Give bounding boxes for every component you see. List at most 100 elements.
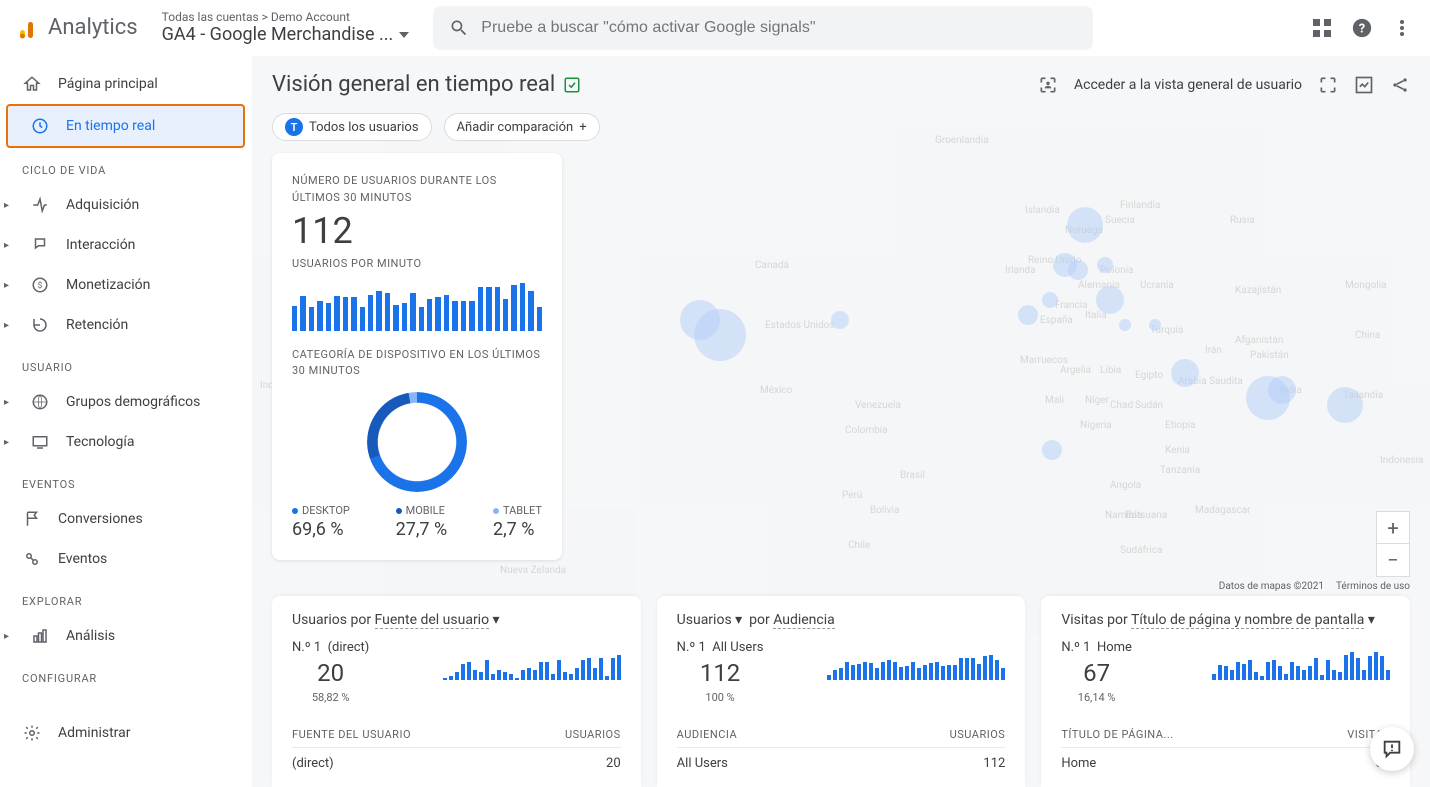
section-configure: CONFIGURAR — [0, 656, 251, 693]
verified-icon — [563, 76, 581, 94]
map-terms-link[interactable]: Términos de uso — [1336, 581, 1410, 592]
metric-pct: 16,14 % — [1061, 691, 1132, 704]
engagement-icon — [30, 235, 50, 255]
nav-events[interactable]: Eventos — [0, 539, 251, 579]
chevron-right-icon: ▸ — [4, 320, 14, 331]
feedback-fab[interactable] — [1370, 727, 1414, 771]
breadcrumb: Todas las cuentas > Demo Account — [162, 10, 410, 24]
section-events: EVENTOS — [0, 462, 251, 499]
search-input[interactable] — [481, 19, 1077, 37]
users-per-minute-label: USUARIOS POR MINUTO — [292, 256, 542, 273]
users-30min-label: NÚMERO DE USUARIOS DURANTE LOS ÚLTIMOS 3… — [292, 173, 542, 206]
search-bar[interactable] — [433, 6, 1093, 50]
metric-title[interactable]: Visitas por Título de página y nombre de… — [1061, 612, 1390, 628]
metric-sparkline — [827, 640, 1005, 680]
gear-icon — [22, 723, 42, 743]
metric-sparkline — [443, 640, 621, 680]
logo-text: Analytics — [48, 15, 138, 40]
zoom-in-button[interactable]: + — [1377, 512, 1409, 544]
table-row[interactable]: (direct)20 — [292, 748, 621, 779]
page-title: Visión general en tiempo real — [272, 72, 581, 97]
property-name: GA4 - Google Merchandise ... — [162, 24, 410, 45]
nav-conversions[interactable]: Conversiones — [0, 499, 251, 539]
analysis-icon — [30, 626, 50, 646]
nav-analysis[interactable]: ▸Análisis — [0, 616, 251, 656]
device-donut-chart — [367, 392, 467, 492]
chip-badge: T — [285, 118, 303, 136]
table-col1: TÍTULO DE PÁGINA... — [1061, 728, 1173, 741]
device-col: MOBILE27,7 % — [396, 504, 448, 540]
search-icon — [449, 18, 469, 38]
metric-number: 20 — [292, 659, 369, 687]
nav-acquisition[interactable]: ▸Adquisición — [0, 185, 251, 225]
metric-rank: N.º 1 All Users — [677, 640, 764, 655]
chevron-right-icon: ▸ — [4, 240, 14, 251]
table-row[interactable]: Home67 — [1061, 748, 1390, 779]
metric-rank: N.º 1 Home — [1061, 640, 1132, 655]
metric-number: 112 — [677, 659, 764, 687]
add-comparison-chip[interactable]: Añadir comparación + — [444, 113, 600, 141]
device-col: DESKTOP69,6 % — [292, 504, 350, 540]
device-col: TABLET2,7 % — [493, 504, 542, 540]
table-col1: AUDIENCIA — [677, 728, 737, 741]
map-attribution: Datos de mapas ©2021 — [1219, 581, 1324, 592]
home-icon — [22, 74, 42, 94]
svg-text:?: ? — [1359, 21, 1365, 36]
metric-sparkline — [1212, 640, 1390, 680]
demographics-icon — [30, 392, 50, 412]
section-user: USUARIO — [0, 345, 251, 382]
nav-retention[interactable]: ▸Retención — [0, 305, 251, 345]
sidebar: Página principal En tiempo real CICLO DE… — [0, 56, 252, 787]
nav-monetization[interactable]: ▸$Monetización — [0, 265, 251, 305]
more-icon[interactable] — [1390, 16, 1414, 40]
metric-card: Usuarios por Fuente del usuario ▾ N.º 1 … — [272, 596, 641, 787]
help-icon[interactable]: ? — [1350, 16, 1374, 40]
chevron-right-icon: ▸ — [4, 437, 14, 448]
nav-engagement[interactable]: ▸Interacción — [0, 225, 251, 265]
tech-icon — [30, 432, 50, 452]
events-icon — [22, 549, 42, 569]
table-row[interactable]: All Users112 — [677, 748, 1006, 779]
monetization-icon: $ — [30, 275, 50, 295]
section-explore: EXPLORAR — [0, 579, 251, 616]
map-zoom-controls: + − — [1376, 511, 1410, 577]
metric-card: Usuarios ▾ por Audiencia N.º 1 All Users… — [657, 596, 1026, 787]
chevron-down-icon — [399, 32, 409, 38]
metric-rank: N.º 1 (direct) — [292, 640, 369, 655]
metric-pct: 58,82 % — [292, 691, 369, 704]
nav-admin[interactable]: Administrar — [0, 713, 251, 753]
chevron-right-icon: ▸ — [4, 631, 14, 642]
fullscreen-icon[interactable] — [1318, 75, 1338, 95]
metric-number: 67 — [1061, 659, 1132, 687]
logo[interactable]: Analytics — [16, 15, 138, 40]
clock-icon — [30, 116, 50, 136]
chevron-right-icon: ▸ — [4, 397, 14, 408]
chevron-right-icon: ▸ — [4, 200, 14, 211]
user-view-link[interactable]: Acceder a la vista general de usuario — [1074, 77, 1302, 93]
metric-title[interactable]: Usuarios ▾ por Audiencia — [677, 612, 1006, 628]
nav-tech[interactable]: ▸Tecnología — [0, 422, 251, 462]
chevron-right-icon: ▸ — [4, 280, 14, 291]
retention-icon — [30, 315, 50, 335]
account-selector[interactable]: Todas las cuentas > Demo Account GA4 - G… — [162, 10, 410, 45]
insights-icon[interactable] — [1354, 75, 1374, 95]
analytics-logo-icon — [16, 16, 40, 40]
focus-icon[interactable] — [1038, 75, 1058, 95]
flag-icon — [22, 509, 42, 529]
acquisition-icon — [30, 195, 50, 215]
users-card: NÚMERO DE USUARIOS DURANTE LOS ÚLTIMOS 3… — [272, 153, 562, 560]
metric-title[interactable]: Usuarios por Fuente del usuario ▾ — [292, 612, 621, 628]
apps-icon[interactable] — [1310, 16, 1334, 40]
metric-pct: 100 % — [677, 691, 764, 704]
section-lifecycle: CICLO DE VIDA — [0, 148, 251, 185]
nav-home[interactable]: Página principal — [0, 64, 251, 104]
table-col2: USUARIOS — [950, 728, 1006, 741]
table-col1: FUENTE DEL USUARIO — [292, 728, 411, 741]
share-icon[interactable] — [1390, 75, 1410, 95]
users-30min-value: 112 — [292, 210, 542, 252]
all-users-chip[interactable]: T Todos los usuarios — [272, 113, 432, 141]
nav-demographics[interactable]: ▸Grupos demográficos — [0, 382, 251, 422]
nav-realtime[interactable]: En tiempo real — [6, 104, 245, 148]
svg-text:$: $ — [38, 280, 43, 291]
zoom-out-button[interactable]: − — [1377, 544, 1409, 576]
